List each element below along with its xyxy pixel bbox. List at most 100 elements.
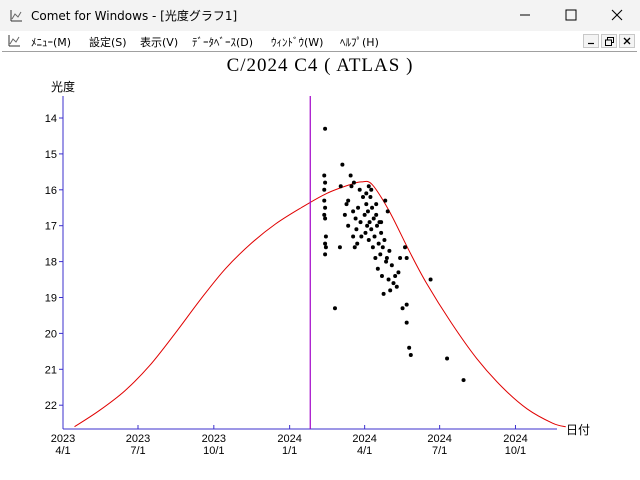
menu-item-database[interactable]: ﾃﾞｰﾀﾍﾞｰｽ(D) [192, 36, 254, 49]
close-button[interactable] [594, 0, 640, 31]
menu-item-view[interactable]: 表示(V) [140, 36, 179, 49]
observation-point [363, 230, 368, 235]
mdi-restore-button[interactable] [601, 34, 617, 48]
mdi-restore-icon [605, 37, 614, 46]
x-tick-date: 10/1 [505, 445, 526, 457]
observation-point [384, 259, 389, 264]
observation-point [376, 241, 381, 246]
observation-point [355, 241, 360, 246]
observation-point [388, 288, 393, 293]
observation-point [404, 256, 409, 261]
chart-title: C/2024 C4 ( ATLAS ) [226, 55, 414, 76]
y-tick-label: 14 [45, 113, 57, 125]
observation-point [381, 291, 386, 296]
x-tick-date: 1/1 [282, 445, 297, 457]
x-tick-year: 2024 [277, 433, 301, 445]
observation-point [364, 202, 369, 207]
observation-point [404, 302, 409, 307]
maximize-button[interactable] [548, 0, 594, 31]
observation-point [382, 238, 387, 243]
observation-point [323, 234, 328, 239]
prediction-curve [74, 180, 566, 428]
x-tick-year: 2023 [126, 433, 150, 445]
observation-point [403, 245, 408, 250]
observation-point [445, 356, 450, 361]
observation-point [379, 220, 384, 225]
observation-point [354, 227, 359, 232]
observation-point [369, 227, 374, 232]
observation-point [322, 198, 327, 203]
observation-point [346, 223, 351, 228]
document-chart-icon[interactable] [6, 33, 22, 49]
observation-point [400, 306, 405, 311]
x-axis-label: 日付 [566, 423, 591, 437]
observation-point [323, 205, 328, 210]
observation-point [366, 184, 371, 189]
observation-point [323, 245, 328, 250]
observation-point [407, 345, 412, 350]
observation-point [374, 212, 379, 217]
observation-point [364, 191, 369, 196]
observation-point [389, 263, 394, 268]
observation-point [362, 212, 367, 217]
title-bar[interactable]: Comet for Windows - [光度グラフ1] [0, 0, 640, 31]
observation-point [349, 184, 354, 189]
x-tick-year: 2024 [503, 433, 527, 445]
observation-point [322, 173, 327, 178]
observation-point [351, 180, 356, 185]
observation-point [323, 180, 328, 185]
observation-point [393, 273, 398, 278]
observation-point [322, 187, 327, 192]
observation-point [375, 223, 380, 228]
observation-point [370, 245, 375, 250]
minimize-button[interactable] [502, 0, 548, 31]
y-axis-label: 光度 [51, 80, 76, 94]
y-tick-label: 19 [45, 293, 57, 305]
observation-point [408, 352, 413, 357]
observation-point [323, 241, 328, 246]
observation-point [369, 187, 374, 192]
observation-point [371, 216, 376, 221]
observation-point [384, 256, 389, 261]
minimize-icon [520, 14, 530, 16]
observation-point [386, 277, 391, 282]
mdi-close-button[interactable] [619, 34, 635, 48]
x-tick-date: 7/1 [432, 445, 447, 457]
observation-point [351, 234, 356, 239]
observation-point [378, 252, 383, 257]
observation-point [361, 194, 365, 199]
maximize-icon [565, 9, 577, 21]
observation-point [372, 234, 377, 239]
menu-item-help[interactable]: ﾍﾙﾌﾟ(H) [340, 36, 379, 49]
chart-window [2, 51, 637, 479]
x-tick-date: 7/1 [130, 445, 145, 457]
menu-item-window[interactable]: ｳｨﾝﾄﾞｳ(W) [271, 36, 324, 49]
observation-point [374, 202, 379, 207]
x-tick-date: 4/1 [55, 445, 70, 457]
mdi-close-icon [623, 37, 631, 45]
observation-point [379, 230, 384, 235]
observation-point [352, 245, 357, 250]
observation-point [387, 248, 392, 253]
observation-point [383, 198, 388, 203]
mdi-minimize-button[interactable] [583, 34, 599, 48]
menu-bar: ﾒﾆｭｰ(M) 設定(S) 表示(V) ﾃﾞｰﾀﾍﾞｰｽ(D) ｳｨﾝﾄﾞｳ(W… [0, 31, 640, 51]
observation-point [461, 378, 466, 383]
observation-point [357, 187, 362, 192]
observation-point [375, 266, 380, 271]
observation-point [342, 212, 347, 217]
observation-point [323, 252, 328, 257]
menu-item-settings[interactable]: 設定(S) [89, 36, 127, 49]
observation-point [365, 209, 370, 214]
x-tick-date: 10/1 [203, 445, 224, 457]
observation-point [346, 198, 351, 203]
observation-point [337, 245, 342, 250]
y-tick-label: 20 [45, 328, 57, 340]
x-tick-year: 2024 [427, 433, 451, 445]
close-icon [611, 9, 623, 21]
menu-item-menu[interactable]: ﾒﾆｭｰ(M) [31, 36, 72, 49]
observation-point [367, 220, 372, 225]
observation-point [332, 306, 337, 311]
y-tick-label: 21 [45, 364, 57, 376]
